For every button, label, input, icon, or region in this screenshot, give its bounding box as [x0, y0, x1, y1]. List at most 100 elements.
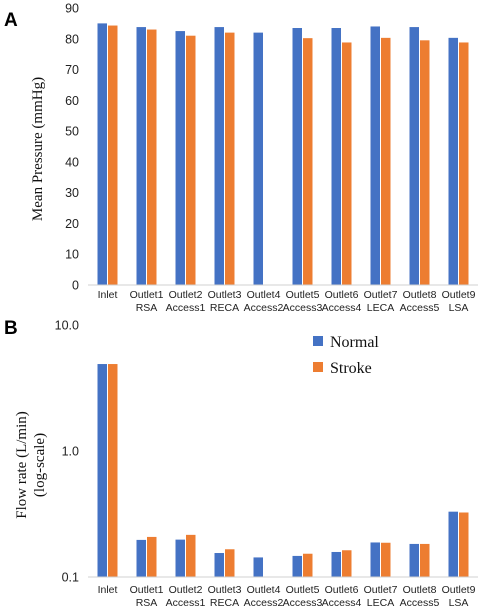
x-category-label: Outlet7	[364, 584, 398, 596]
panel-b-y-axis-label-line1: Flow rate (L/min)	[14, 411, 30, 518]
bar-normal-outlet6-access4	[331, 28, 341, 285]
bar-stroke-outlet6-access4	[342, 550, 352, 577]
x-category-label: Outlet3	[208, 289, 242, 301]
x-category-label: Access1	[166, 597, 206, 609]
legend-normal-swatch	[313, 336, 323, 346]
bar-normal-outlet1-rsa	[136, 539, 146, 577]
y-tick-label: 30	[65, 186, 79, 200]
x-category-label: RECA	[210, 302, 239, 314]
x-category-label: LECA	[367, 597, 394, 609]
bar-stroke-outlet2-access1	[186, 534, 196, 577]
x-category-label: Outlet8	[403, 289, 437, 301]
y-tick-label: 40	[65, 155, 79, 169]
x-category-label: Outlet6	[325, 584, 359, 596]
x-category-label: RECA	[210, 597, 239, 609]
bar-normal-inlet	[97, 23, 107, 285]
bar-normal-outlet5-access3	[292, 555, 302, 577]
bar-normal-outlet3-reca	[214, 27, 224, 286]
x-category-label: Access5	[400, 597, 440, 609]
bar-normal-outlet1-rsa	[136, 27, 146, 286]
x-category-label: Outlet2	[169, 584, 203, 596]
x-category-label: Access4	[322, 597, 362, 609]
x-category-label: Outlet5	[286, 584, 320, 596]
x-category-label: Access3	[283, 302, 323, 314]
y-tick-label: 10	[65, 248, 79, 262]
x-category-label: Access4	[322, 302, 362, 314]
bar-normal-outlet4-access2	[253, 557, 263, 577]
panel-a-bars	[97, 23, 469, 286]
y-tick-label: 20	[65, 217, 79, 231]
bar-normal-outlet7-leca	[370, 542, 380, 577]
bar-stroke-outlet3-reca	[225, 549, 235, 577]
bar-normal-outlet3-reca	[214, 553, 224, 577]
x-category-label: Outlet1	[130, 289, 164, 301]
bar-normal-outlet9-lsa	[448, 511, 458, 577]
bar-stroke-outlet2-access1	[186, 35, 196, 286]
x-category-label: Inlet	[98, 289, 118, 301]
panel-b-label: B	[4, 318, 18, 339]
x-category-label: Inlet	[98, 584, 118, 596]
panel-a-pressure-chart: A Mean Pressure (mmHg) 0 10 20 30 40 50 60 70 80…	[4, 2, 478, 314]
legend-normal-label: Normal	[330, 334, 379, 351]
x-category-label: Access2	[244, 597, 284, 609]
bar-stroke-outlet7-leca	[381, 37, 391, 285]
bar-stroke-inlet	[108, 25, 118, 285]
x-category-label: Outlet8	[403, 584, 437, 596]
bar-normal-outlet8-access5	[409, 543, 419, 577]
bar-normal-outlet5-access3	[292, 28, 302, 285]
x-category-label: Outlet7	[364, 289, 398, 301]
bar-normal-outlet2-access1	[175, 31, 185, 285]
bar-stroke-outlet6-access4	[342, 42, 352, 285]
y-tick-label: 0.1	[62, 571, 79, 585]
bar-stroke-outlet5-access3	[303, 38, 313, 285]
y-tick-label: 80	[65, 32, 79, 46]
bar-stroke-outlet7-leca	[381, 542, 391, 577]
x-category-label: LSA	[449, 302, 469, 314]
x-category-label: RSA	[136, 597, 158, 609]
x-category-label: Outlet1	[130, 584, 164, 596]
bar-normal-outlet4-access2	[253, 32, 263, 286]
legend-stroke-swatch	[313, 362, 323, 372]
x-category-label: Outlet4	[247, 289, 281, 301]
y-tick-label: 1.0	[62, 445, 79, 459]
bar-normal-inlet	[97, 364, 107, 577]
y-tick-label: 60	[65, 94, 79, 108]
x-category-label: Outlet4	[247, 584, 281, 596]
panel-b-y-ticks: 0.1 1.0 10.0	[55, 319, 79, 585]
panel-a-y-ticks: 0 10 20 30 40 50 60 70 80 90	[65, 2, 79, 293]
x-category-label: LSA	[449, 597, 469, 609]
legend-stroke-label: Stroke	[330, 360, 372, 377]
bar-normal-outlet8-access5	[409, 27, 419, 286]
x-category-label: Outlet2	[169, 289, 203, 301]
bar-normal-outlet9-lsa	[448, 37, 458, 285]
x-category-label: Access1	[166, 302, 206, 314]
panel-b-y-axis-label-line2: (log-scale)	[32, 433, 48, 497]
x-category-label: Access3	[283, 597, 323, 609]
panel-a-label: A	[4, 10, 18, 31]
bar-normal-outlet2-access1	[175, 539, 185, 577]
y-tick-label: 10.0	[55, 319, 79, 333]
x-category-label: Outlet6	[325, 289, 359, 301]
x-category-label: Outlet5	[286, 289, 320, 301]
x-category-label: Access5	[400, 302, 440, 314]
panel-b-bars	[97, 364, 469, 577]
bar-normal-outlet6-access4	[331, 551, 341, 577]
y-tick-label: 50	[65, 125, 79, 139]
panel-b-flow-chart: B Flow rate (L/min) (log-scale) 0.1 1.0 10…	[4, 318, 478, 609]
x-category-label: LECA	[367, 302, 394, 314]
bar-stroke-outlet3-reca	[225, 32, 235, 286]
y-tick-label: 70	[65, 63, 79, 77]
x-category-label: Outlet3	[208, 584, 242, 596]
x-category-label: Access2	[244, 302, 284, 314]
x-category-label: Outlet9	[442, 289, 476, 301]
bar-normal-outlet7-leca	[370, 26, 380, 285]
y-tick-label: 90	[65, 2, 79, 16]
bar-stroke-outlet5-access3	[303, 553, 313, 577]
bar-stroke-outlet1-rsa	[147, 536, 157, 577]
bar-stroke-outlet8-access5	[420, 543, 430, 577]
bar-stroke-outlet1-rsa	[147, 29, 157, 285]
bar-stroke-inlet	[108, 364, 118, 577]
